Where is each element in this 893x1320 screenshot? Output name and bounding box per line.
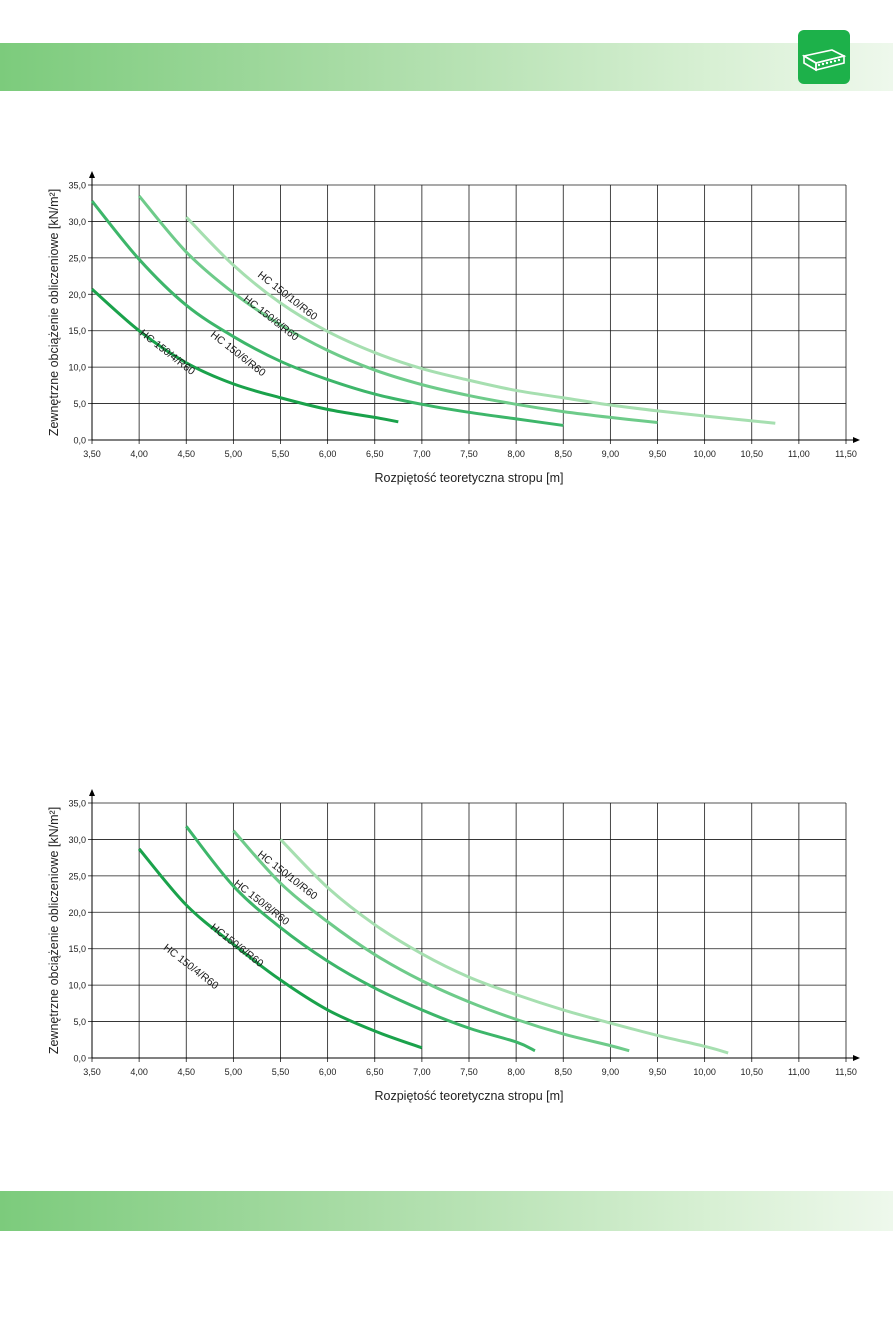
y-axis-title: Zewnętrzne obciążenie obliczeniowe [kN/m… [47,807,61,1054]
series-line [91,288,399,424]
series-line [137,847,423,1050]
x-tick-label: 6,50 [366,449,384,459]
load-span-chart-2: 3,50 4,00 4,50 5,00 5,50 6,00 6,50 7,00 7,50 8,00… [47,789,860,1103]
series-label: HC 150/4/R60 [137,327,197,378]
x-tick-label: 8,00 [507,449,525,459]
x-tick-label: 6,50 [366,1067,384,1077]
x-tick-label: 9,00 [602,449,620,459]
x-tick-label: 4,50 [177,1067,195,1077]
y-tick-label: 5,0 [73,1017,86,1027]
series-line [137,194,658,425]
x-axis-arrow [853,1055,860,1061]
x-tick-label: 9,50 [649,1067,667,1077]
y-tick-label: 0,0 [73,1054,86,1064]
y-tick-label: 35,0 [68,181,86,191]
x-tick-label: 11,50 [835,449,857,459]
y-tick-label: 25,0 [68,871,86,881]
y-tick-label: 20,0 [68,908,86,918]
y-axis-arrow [89,171,95,178]
x-tick-label: 8,50 [554,449,572,459]
series-label: HC 150/4/R60 [161,942,221,993]
x-tick-label: 3,50 [83,1067,101,1077]
x-tick-label: 10,50 [740,1067,763,1077]
y-tick-label: 15,0 [68,326,86,336]
x-tick-label: 6,00 [319,1067,337,1077]
header-band [0,43,893,91]
hollow-core-slab-icon [801,49,847,72]
x-tick-label: 11,50 [835,1067,857,1077]
series-label: HC150/6/R60 [208,921,266,970]
y-tick-label: 20,0 [68,290,86,300]
x-tick-label: 8,00 [507,1067,525,1077]
x-tick-label: 10,50 [740,449,763,459]
x-tick-label: 5,00 [225,449,243,459]
x-tick-label: 7,00 [413,1067,431,1077]
x-tick-label: 8,50 [554,1067,572,1077]
x-tick-label: 5,50 [272,449,290,459]
x-tick-label: 7,50 [460,1067,478,1077]
grid [88,802,847,1062]
y-tick-label: 30,0 [68,835,86,845]
footer-band [0,1191,893,1231]
y-tick-label: 5,0 [73,399,86,409]
x-tick-label: 11,00 [788,449,810,459]
x-axis-title: Rozpiętość teoretyczna stropu [m] [375,1089,564,1103]
series-line [90,200,564,427]
x-tick-label: 4,00 [130,449,148,459]
y-tick-label: 0,0 [73,436,86,446]
series-label: HC 150/10/R60 [255,848,320,902]
series-line [279,838,729,1055]
load-span-chart-1: 3,50 4,00 4,50 5,00 5,50 6,00 6,50 7,00 7,50 8,00… [47,171,860,485]
y-tick-label: 10,0 [68,981,86,991]
x-tick-label: 6,00 [319,449,337,459]
x-tick-label: 10,00 [693,1067,716,1077]
x-tick-label: 5,00 [225,1067,243,1077]
grid [88,184,847,444]
x-axis-arrow [853,437,860,443]
x-axis-title: Rozpiętość teoretyczna stropu [m] [375,471,564,485]
x-tick-label: 9,50 [649,449,667,459]
y-tick-label: 30,0 [68,217,86,227]
y-tick-label: 25,0 [68,253,86,263]
x-tick-label: 11,00 [788,1067,810,1077]
series-line [185,825,536,1053]
brand-logo [798,30,850,84]
series-line [185,216,776,425]
series-line [232,829,630,1053]
x-tick-label: 4,50 [177,449,195,459]
x-tick-label: 7,00 [413,449,431,459]
x-tick-label: 10,00 [693,449,716,459]
x-tick-label: 5,50 [272,1067,290,1077]
x-tick-label: 9,00 [602,1067,620,1077]
series-label: HC 150/6/R60 [208,329,268,380]
y-axis-arrow [89,789,95,796]
x-tick-label: 7,50 [460,449,478,459]
y-tick-label: 10,0 [68,363,86,373]
y-axis-title: Zewnętrzne obciążenie obliczeniowe [kN/m… [47,189,61,436]
y-tick-label: 15,0 [68,944,86,954]
y-tick-label: 35,0 [68,799,86,809]
x-tick-label: 4,00 [130,1067,148,1077]
x-tick-label: 3,50 [83,449,101,459]
